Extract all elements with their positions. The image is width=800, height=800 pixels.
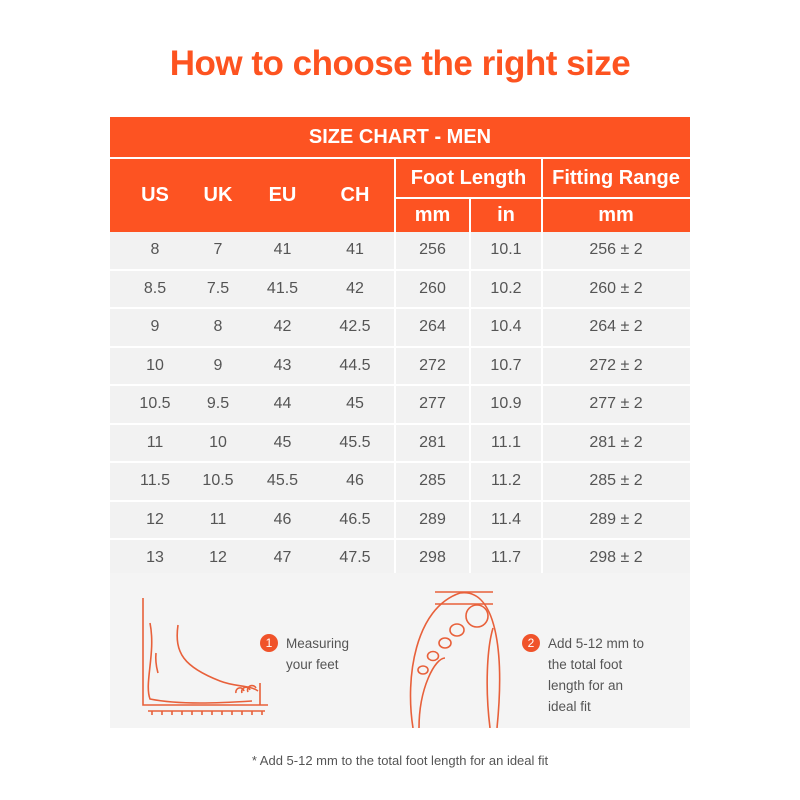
table-header: SIZE CHART - MEN US UK EU CH Foot Length… [110,117,690,232]
cell-ch: 45 [346,395,364,412]
header-in: in [497,203,515,226]
footnote: * Add 5-12 mm to the total foot length f… [251,753,549,768]
cell-fitting-range: 289 ± 2 [589,510,643,528]
cell-uk: 11 [209,510,227,528]
cell-eu: 47 [273,549,292,566]
cell-in: 11.7 [491,549,521,566]
cell-ch: 45.5 [339,433,371,451]
cell-us: 8.5 [143,279,167,297]
cell-mm: 260 [419,279,446,297]
cell-eu: 45 [273,433,292,451]
cell-fitting-range: 260 ± 2 [589,279,643,297]
table-row: 8 7 41 41 256 10.1 256 ± 2 [110,232,690,271]
cell-in: 11.2 [491,472,521,489]
cell-in: 10.2 [490,279,522,297]
cell-mm: 285 [419,472,446,489]
cell-in: 11.4 [491,510,521,528]
cell-us: 11.5 [140,472,170,489]
table-body: 8 7 41 41 256 10.1 256 ± 2 8.5 7.5 41.5 42 260 10.2 2… [110,232,690,579]
cell-us: 10.5 [139,395,171,412]
cell-uk: 7.5 [206,279,230,297]
step-number: 1 [260,634,278,652]
header-foot-length: Foot Length [410,167,527,189]
cell-uk: 8 [213,318,223,335]
cell-us: 12 [146,510,164,528]
cell-ch: 41 [346,241,364,258]
table-row: 10 9 43 44.5 272 10.7 272 ± 2 [110,347,690,386]
cell-fitting-range: 285 ± 2 [589,472,643,489]
step-2: 2 Add 5-12 mm to the total foot length f… [522,633,647,717]
cell-us: 10 [146,356,164,374]
cell-uk: 9.5 [206,395,230,412]
cell-uk: 10 [209,433,227,451]
cell-in: 10.7 [490,356,522,374]
table-row: 9 8 42 42.5 264 10.4 264 ± 2 [110,309,690,348]
cell-fitting-range: 272 ± 2 [589,356,643,374]
cell-ch: 44.5 [339,356,371,374]
table-row: 10.5 9.5 44 45 277 10.9 277 ± 2 [110,386,690,425]
cell-uk: 9 [213,356,223,374]
cell-in: 10.1 [490,241,522,258]
cell-mm: 277 [419,395,446,412]
table-row: 12 11 46 46.5 289 11.4 289 ± 2 [110,501,690,540]
cell-us: 11 [146,433,164,451]
table-row: 11 10 45 45.5 281 11.1 281 ± 2 [110,424,690,463]
table-row: 11.5 10.5 45.5 46 285 11.2 285 ± 2 [110,463,690,502]
cell-fitting-range: 256 ± 2 [589,241,643,258]
cell-in: 10.4 [490,318,522,335]
cell-eu: 45.5 [266,472,299,489]
cell-eu: 41.5 [266,279,299,297]
step-text: Measuring your feet [286,636,350,672]
header-eu: EU [268,184,297,206]
step-1: 1 Measuring your feet [260,633,370,675]
header-fitting-range: Fitting Range [552,167,680,189]
measuring-illustration: 1 Measuring your feet 2 Add 5-12 mm to t… [110,573,690,728]
cell-fitting-range: 298 ± 2 [589,549,643,566]
table-caption: SIZE CHART - MEN [110,117,690,159]
cell-eu: 43 [273,356,292,374]
cell-uk: 12 [209,549,227,566]
foot-top-icon [409,591,501,728]
header-uk: UK [203,184,233,206]
cell-eu: 42 [273,318,292,335]
cell-eu: 44 [273,395,292,412]
header-us: US [141,184,169,206]
cell-ch: 46.5 [339,510,371,528]
cell-eu: 41 [273,241,292,258]
size-chart-table: SIZE CHART - MEN US UK EU CH Foot Length… [110,117,690,579]
cell-in: 11.1 [491,433,521,451]
page-title: How to choose the right size [169,44,631,83]
cell-fitting-range: 277 ± 2 [589,395,643,412]
step-number: 2 [522,634,540,652]
table-row: 13 12 47 47.5 298 11.7 298 ± 2 [110,540,690,579]
cell-ch: 42.5 [339,318,371,335]
step-text: Add 5-12 mm to the total foot length for… [548,636,645,714]
cell-ch: 46 [346,472,364,489]
cell-mm: 256 [419,241,446,258]
foot-side-icon [142,598,268,715]
cell-mm: 281 [419,433,446,451]
cell-fitting-range: 264 ± 2 [589,318,643,335]
cell-mm: 298 [419,549,446,566]
table-row: 8.5 7.5 41.5 42 260 10.2 260 ± 2 [110,270,690,309]
cell-eu: 46 [273,510,292,528]
cell-fitting-range: 281 ± 2 [589,433,643,451]
cell-in: 10.9 [490,395,522,412]
cell-mm: 272 [419,356,446,374]
cell-us: 8 [150,241,160,258]
cell-uk: 7 [213,241,223,258]
header-mm: mm [414,203,451,226]
cell-us: 9 [150,318,160,335]
header-ch: CH [340,184,370,206]
cell-ch: 42 [346,279,364,297]
cell-mm: 289 [419,510,446,528]
cell-us: 13 [146,549,164,566]
header-fit-mm: mm [598,203,634,226]
cell-mm: 264 [419,318,446,335]
cell-uk: 10.5 [202,472,234,489]
cell-ch: 47.5 [339,549,371,566]
